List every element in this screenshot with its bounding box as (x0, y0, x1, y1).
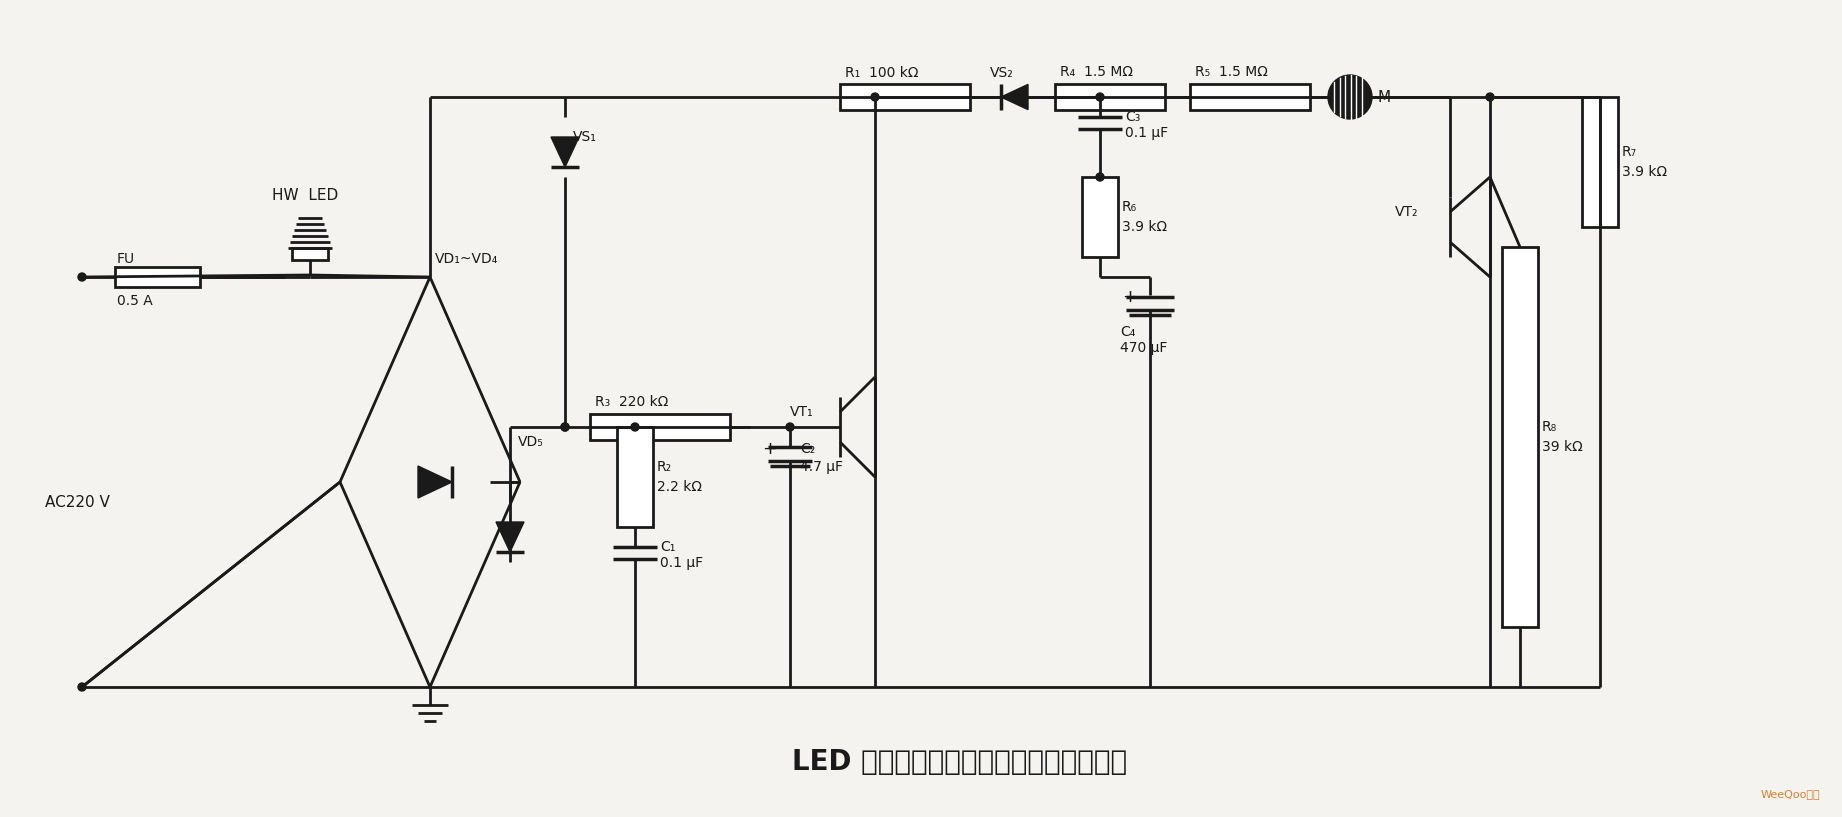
Text: FU: FU (118, 252, 134, 266)
Text: 0.1 μF: 0.1 μF (1125, 126, 1168, 140)
Text: C₁: C₁ (659, 540, 676, 554)
Text: +: + (763, 440, 777, 458)
Bar (617, 427, 654, 527)
Text: VD₅: VD₅ (518, 435, 543, 449)
Text: 4.7 μF: 4.7 μF (799, 460, 844, 474)
Bar (114, 267, 201, 287)
Text: R₂: R₂ (658, 460, 672, 474)
Text: M: M (1378, 90, 1391, 105)
Circle shape (77, 683, 87, 691)
Polygon shape (551, 137, 578, 167)
Text: +: + (1122, 288, 1137, 306)
Text: C₂: C₂ (799, 442, 816, 456)
Text: LED 照明灯触摸式电子延熄开关电路原理: LED 照明灯触摸式电子延熄开关电路原理 (792, 748, 1127, 776)
Text: VS₁: VS₁ (573, 130, 597, 144)
Bar (840, 84, 971, 110)
Text: WeeQoo维库: WeeQoo维库 (1761, 789, 1820, 799)
Text: C₄: C₄ (1120, 325, 1135, 339)
Bar (1190, 84, 1310, 110)
Circle shape (77, 273, 87, 281)
Polygon shape (495, 522, 523, 552)
Circle shape (632, 423, 639, 431)
Text: R₄  1.5 MΩ: R₄ 1.5 MΩ (1059, 65, 1133, 79)
Text: 3.9 kΩ: 3.9 kΩ (1623, 165, 1667, 179)
Circle shape (562, 423, 569, 431)
Polygon shape (418, 466, 451, 498)
Bar (293, 248, 328, 260)
Text: AC220 V: AC220 V (44, 494, 111, 510)
Bar (1055, 84, 1164, 110)
Text: R₃  220 kΩ: R₃ 220 kΩ (595, 395, 669, 409)
Text: VT₂: VT₂ (1394, 205, 1418, 219)
Text: 2.2 kΩ: 2.2 kΩ (658, 480, 702, 494)
Text: R₅  1.5 MΩ: R₅ 1.5 MΩ (1195, 65, 1267, 79)
Text: VD₁~VD₄: VD₁~VD₄ (435, 252, 499, 266)
Circle shape (1328, 75, 1372, 119)
Circle shape (562, 423, 569, 431)
Text: VT₁: VT₁ (790, 405, 814, 419)
Text: 3.9 kΩ: 3.9 kΩ (1122, 220, 1168, 234)
Polygon shape (1000, 84, 1028, 109)
Text: HW  LED: HW LED (273, 187, 339, 203)
Text: C₃: C₃ (1125, 110, 1140, 124)
Text: R₁  100 kΩ: R₁ 100 kΩ (845, 66, 919, 80)
Bar (1501, 247, 1538, 627)
Circle shape (871, 93, 879, 101)
Text: R₈: R₈ (1542, 420, 1556, 434)
Text: 0.5 A: 0.5 A (118, 294, 153, 308)
Bar (589, 414, 729, 440)
Bar (1081, 177, 1118, 257)
Text: VS₂: VS₂ (989, 66, 1013, 80)
Text: 0.1 μF: 0.1 μF (659, 556, 704, 570)
Text: R₇: R₇ (1623, 145, 1638, 159)
Bar (1582, 97, 1617, 227)
Circle shape (1486, 93, 1494, 101)
Text: 470 μF: 470 μF (1120, 341, 1168, 355)
Circle shape (787, 423, 794, 431)
Text: 39 kΩ: 39 kΩ (1542, 440, 1582, 454)
Text: R₆: R₆ (1122, 200, 1137, 214)
Circle shape (1096, 93, 1103, 101)
Circle shape (1096, 173, 1103, 181)
